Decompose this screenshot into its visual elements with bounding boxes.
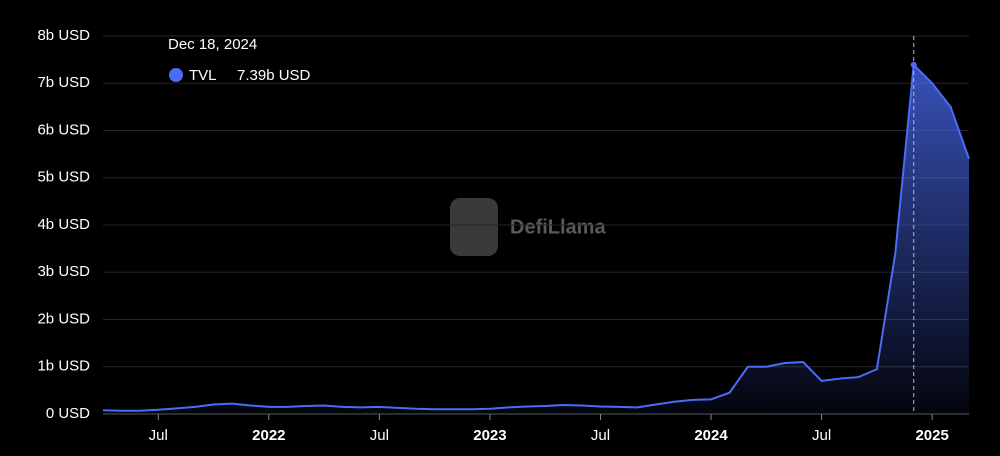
- x-tick-label: Jul: [149, 427, 168, 444]
- x-tick-label: 2024: [694, 427, 728, 444]
- x-tick-label: Jul: [370, 427, 389, 444]
- y-tick-label: 6b USD: [37, 121, 90, 138]
- area: [103, 64, 969, 414]
- tooltip-value: 7.39b USD: [237, 67, 311, 84]
- x-tick-label: 2023: [473, 427, 506, 444]
- legend-marker: [169, 68, 183, 82]
- x-tick-label: Jul: [591, 427, 610, 444]
- y-tick-label: 5b USD: [37, 169, 90, 186]
- y-tick-label: 4b USD: [37, 216, 90, 233]
- line: [102, 62, 970, 412]
- watermark: DefiLlama: [510, 216, 606, 238]
- x-tick-label: 2025: [915, 427, 948, 444]
- hover-point: [910, 61, 917, 68]
- legend-label: TVL: [189, 67, 217, 84]
- watermark-logo: [450, 198, 498, 256]
- y-tick-label: 3b USD: [37, 263, 90, 280]
- y-tick-label: 7b USD: [37, 74, 90, 91]
- y-tick-label: 1b USD: [37, 358, 90, 375]
- y-tick-label: 2b USD: [37, 310, 90, 327]
- x-tick-label: Jul: [812, 427, 831, 444]
- tooltip-date: Dec 18, 2024: [168, 36, 257, 53]
- y-tick-label: 0 USD: [46, 405, 90, 422]
- x-tick-label: 2022: [252, 427, 285, 444]
- y-tick-label: 8b USD: [37, 27, 90, 44]
